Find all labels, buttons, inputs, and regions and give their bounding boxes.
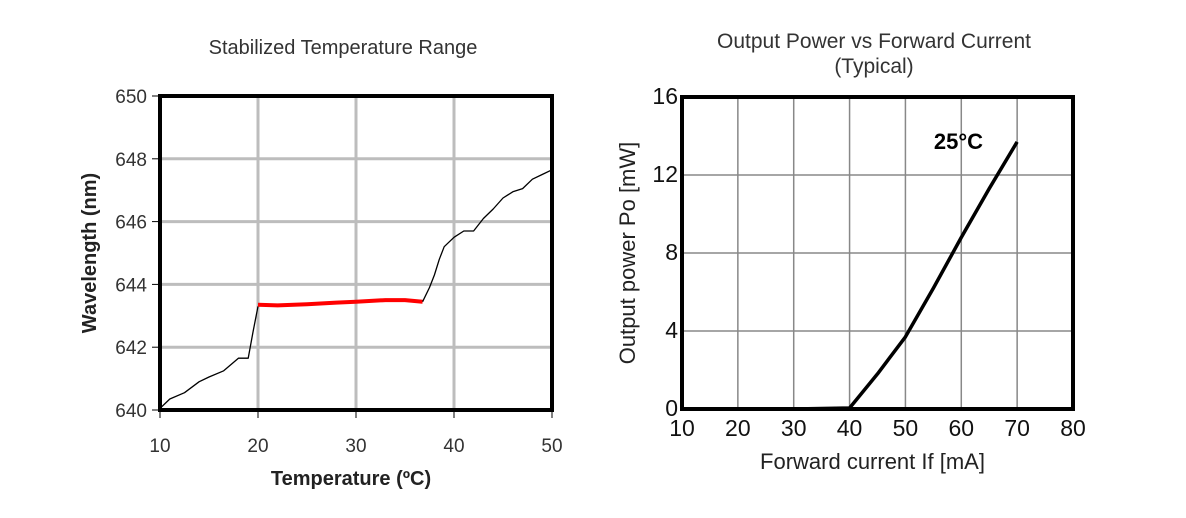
y-tick-label: 648 [115, 150, 147, 171]
x-tick-label: 50 [541, 436, 562, 457]
chart-title: Stabilized Temperature Range [209, 37, 478, 59]
series-line-1 [793, 141, 1019, 411]
y-tick-label: 16 [652, 83, 678, 109]
x-tick-label: 50 [893, 415, 919, 441]
x-tick-label: 10 [669, 415, 695, 441]
y-tick-label: 4 [665, 317, 678, 343]
x-tick-label: 60 [948, 415, 974, 441]
chart-subtitle: (Typical) [834, 55, 913, 78]
y-tick-label: 8 [665, 239, 678, 265]
series-line-2 [257, 298, 423, 308]
chart-title: Output Power vs Forward Current [717, 30, 1031, 53]
y-tick-label: 646 [115, 213, 147, 234]
chart-2: 10 20 30 40 50 60 70 80 0 4 8 12 16 Output Power vs F… [615, 30, 1086, 474]
y-tick-label: 0 [665, 395, 678, 421]
x-tick-label: 80 [1060, 415, 1086, 441]
x-tick-label: 70 [1004, 415, 1030, 441]
y-tick-label: 12 [652, 161, 678, 187]
x-tick-label: 40 [837, 415, 863, 441]
series-line-1 [159, 306, 259, 409]
x-tick-label: 30 [781, 415, 807, 441]
x-axis-label: Forward current If [mA] [760, 449, 985, 474]
y-tick-label: 640 [115, 401, 147, 422]
y-axis-label: Wavelength (nm) [79, 173, 101, 333]
y-tick-label: 644 [115, 275, 147, 296]
plot-frame [680, 95, 1075, 411]
series-line-3 [422, 169, 553, 302]
x-tick-label: 20 [247, 436, 268, 457]
x-axis-label: Temperature (ºC) [271, 468, 431, 490]
x-tick-label: 20 [725, 415, 751, 441]
y-axis-label: Output power Po [mW] [615, 142, 640, 365]
x-tick-label: 10 [149, 436, 170, 457]
y-tick-label: 650 [115, 87, 147, 108]
y-tick-label: 642 [115, 338, 147, 359]
temperature-annotation: 25°C [934, 129, 983, 154]
x-tick-label: 30 [345, 436, 366, 457]
x-tick-label: 40 [443, 436, 464, 457]
chart-1: 10 20 30 40 50 640 642 644 646 648 650 Stabilized T… [79, 37, 563, 490]
